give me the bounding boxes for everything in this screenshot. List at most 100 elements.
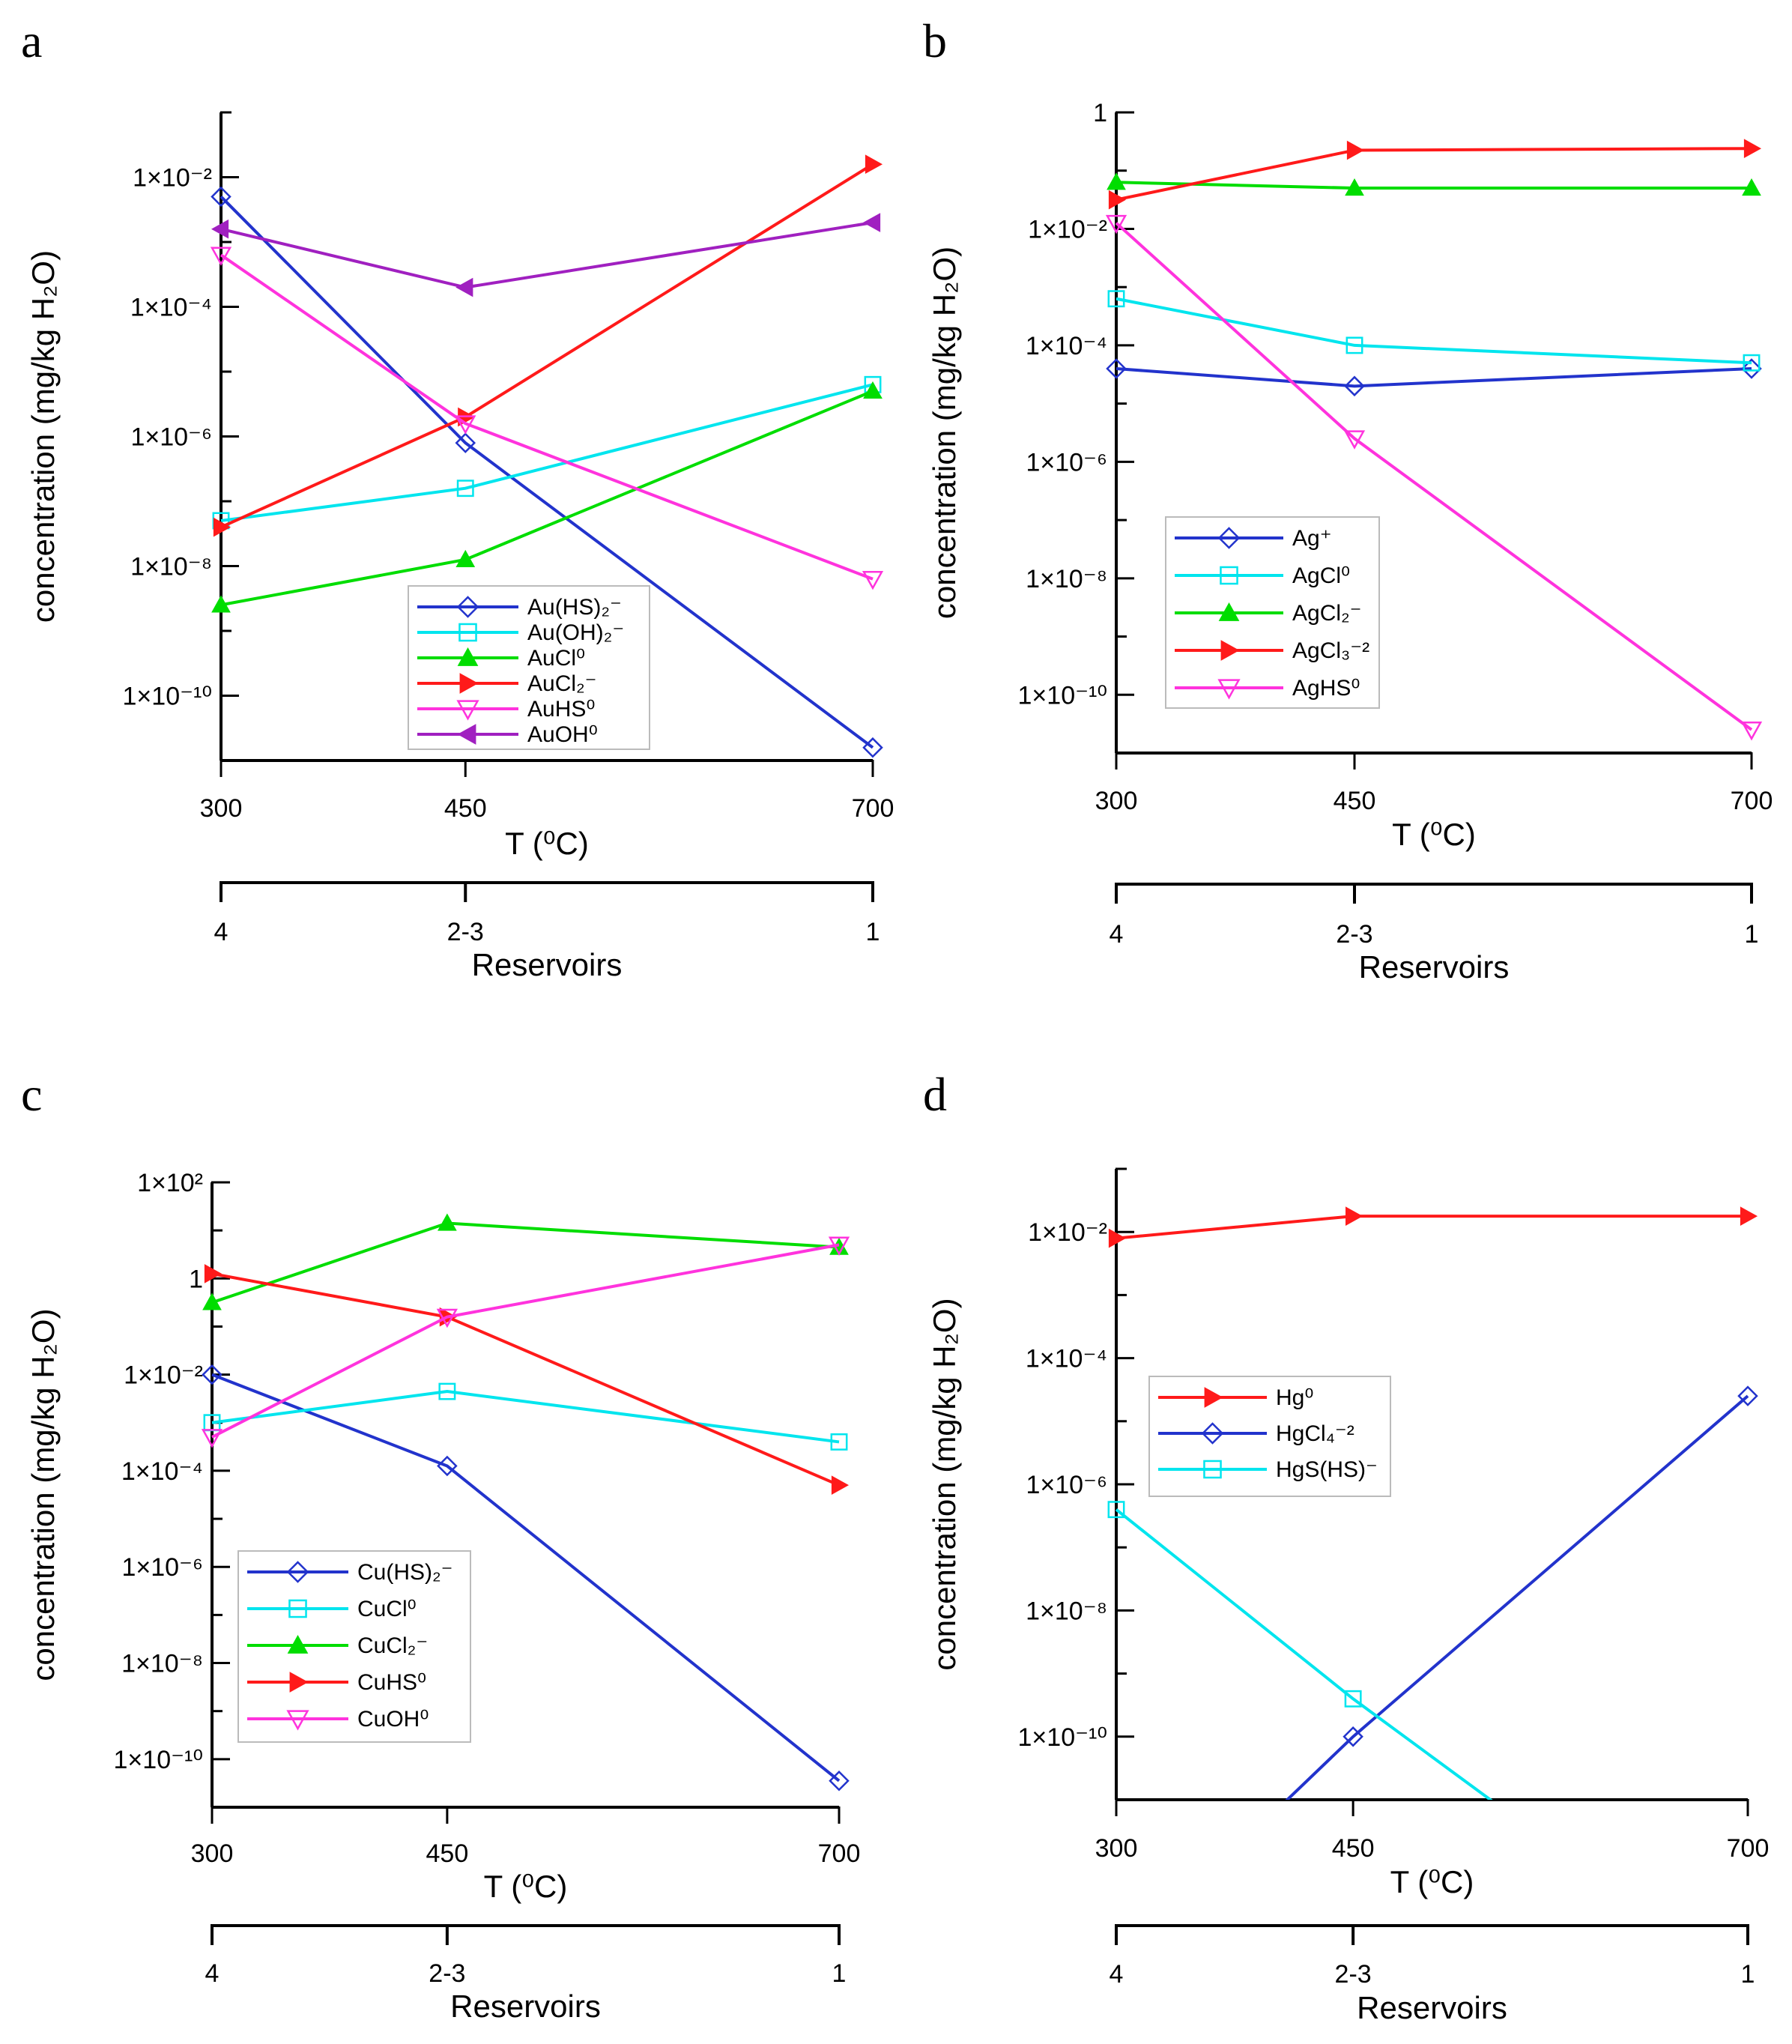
legend-swatch-marker	[1220, 566, 1238, 585]
y-tick-label: 1×10⁻⁶	[130, 423, 212, 452]
data-point	[204, 1264, 223, 1283]
data-point	[1743, 354, 1761, 372]
y-tick-label: 1	[1093, 99, 1107, 127]
x-axis-title: T (⁰C)	[505, 826, 589, 861]
series-line	[211, 1373, 841, 1783]
reservoir-axis-title: Reservoirs	[472, 947, 623, 982]
legend-entry: AuCl₂⁻	[527, 671, 597, 696]
data-point	[455, 415, 476, 435]
data-point	[455, 549, 476, 567]
x-axis-title: T (⁰C)	[1392, 817, 1476, 852]
y-tick-label: 1×10²	[137, 1169, 203, 1197]
legend-swatch-marker	[288, 1599, 307, 1618]
series-a-3	[213, 154, 883, 537]
data-point	[862, 570, 884, 590]
legend-entry: AgHS⁰	[1292, 676, 1360, 701]
y-tick-label: 1×10⁻⁴	[121, 1457, 203, 1486]
series-d-0	[1108, 1206, 1758, 1248]
series-d-1	[1285, 1385, 1758, 1800]
series-a-0	[211, 186, 883, 758]
data-point	[828, 1236, 850, 1256]
series-d-2	[1107, 1501, 1493, 1800]
series-line	[1116, 297, 1752, 365]
legend-entry: AgCl₃⁻²	[1292, 638, 1369, 663]
data-point	[1106, 358, 1127, 379]
data-point	[1345, 178, 1364, 196]
reservoir-axis-title: Reservoirs	[450, 1989, 601, 2024]
data-point	[1344, 375, 1365, 397]
chart-layer: 1×10⁻² 1×10⁻⁴ 1×10⁻⁶ 1×10⁻⁸ 1×10⁻¹⁰ 300 450 700…	[25, 99, 1773, 2025]
legend-entry: CuCl₂⁻	[357, 1633, 428, 1658]
series-line	[220, 196, 874, 749]
y-tick-label: 1×10⁻⁴	[1026, 1345, 1107, 1373]
data-point	[201, 1429, 223, 1448]
series-b-2	[1107, 172, 1761, 196]
x-tick-label: 450	[1334, 787, 1376, 815]
reservoir-tick-label: 1	[866, 918, 880, 946]
legend-entry: AgCl⁰	[1292, 563, 1350, 588]
x-tick-label: 450	[426, 1839, 469, 1868]
data-point	[211, 186, 231, 208]
reservoir-tick-label: 2-3	[429, 1959, 465, 1988]
series-line	[220, 253, 874, 581]
y-tick-label: 1×10⁻⁶	[121, 1553, 203, 1582]
reservoir-tick-label: 1	[1745, 920, 1759, 949]
legend-entry: AuCl⁰	[527, 646, 585, 671]
data-point	[1105, 214, 1127, 235]
reservoir-tick-label: 4	[1110, 920, 1124, 949]
y-tick-label: 1×10⁻⁶	[1026, 448, 1107, 477]
reservoir-tick-label: 1	[832, 1959, 847, 1988]
series-b-4	[1105, 214, 1763, 741]
y-tick-label: 1×10⁻⁶	[1026, 1471, 1107, 1499]
legend-swatch-marker	[1204, 1387, 1223, 1408]
legend-entry: AuOH⁰	[527, 722, 598, 747]
legend-swatch-marker	[456, 700, 479, 721]
legend-swatch-marker	[1201, 1422, 1224, 1445]
y-tick-label: 1×10⁻¹⁰	[1018, 681, 1107, 710]
data-point	[1740, 722, 1763, 741]
data-point	[1343, 430, 1366, 450]
y-axis-title: concentration (mg/kg H₂O)	[25, 1308, 61, 1681]
data-point	[437, 1455, 458, 1477]
legend-entry: HgCl₄⁻²	[1276, 1421, 1354, 1446]
y-axis-title: concentration (mg/kg H₂O)	[927, 247, 962, 619]
y-tick-label: 1×10⁻⁸	[1026, 565, 1107, 593]
series-line	[1116, 367, 1752, 388]
x-tick-label: 700	[852, 794, 895, 823]
y-tick-label: 1×10⁻⁸	[130, 553, 212, 581]
reservoir-tick-label: 2-3	[447, 918, 484, 946]
series-line	[211, 1390, 840, 1444]
data-point	[1107, 290, 1125, 308]
legend-swatch-marker	[1203, 1460, 1222, 1479]
data-point	[863, 381, 883, 399]
legend-swatch-marker	[286, 1710, 309, 1731]
reservoir-tick-label: 2-3	[1336, 920, 1372, 949]
data-point	[831, 1475, 850, 1496]
series-a-2	[211, 381, 883, 613]
data-point	[1345, 1206, 1363, 1226]
y-tick-label: 1×10⁻¹⁰	[1018, 1723, 1107, 1752]
x-tick-label: 450	[1332, 1834, 1375, 1863]
panel-c: 1×10² 1 1×10⁻² 1×10⁻⁴ 1×10⁻⁶ 1×10⁻⁸ 1×10⁻¹⁰ 300…	[25, 1169, 860, 2024]
data-point	[202, 1364, 223, 1385]
x-tick-label: 700	[1727, 1834, 1770, 1863]
series-line	[1116, 147, 1752, 202]
y-tick-label: 1×10⁻⁴	[130, 294, 212, 322]
data-point	[830, 1433, 848, 1451]
data-point	[1741, 358, 1762, 379]
data-point	[1743, 139, 1762, 159]
x-tick-label: 450	[444, 794, 487, 823]
legend-swatch-marker	[1218, 602, 1240, 621]
legend-entry: Cu(HS)₂⁻	[357, 1560, 453, 1585]
panel-a: 1×10⁻² 1×10⁻⁴ 1×10⁻⁶ 1×10⁻⁸ 1×10⁻¹⁰ 300 450 700…	[25, 111, 895, 982]
reservoir-tick-label: 2-3	[1335, 1960, 1372, 1989]
series-line	[220, 163, 874, 529]
data-point	[436, 1308, 458, 1328]
data-point	[1108, 190, 1127, 210]
data-point	[455, 277, 473, 297]
series-a-5	[211, 213, 881, 297]
data-point	[438, 1382, 456, 1400]
data-point	[455, 432, 476, 453]
